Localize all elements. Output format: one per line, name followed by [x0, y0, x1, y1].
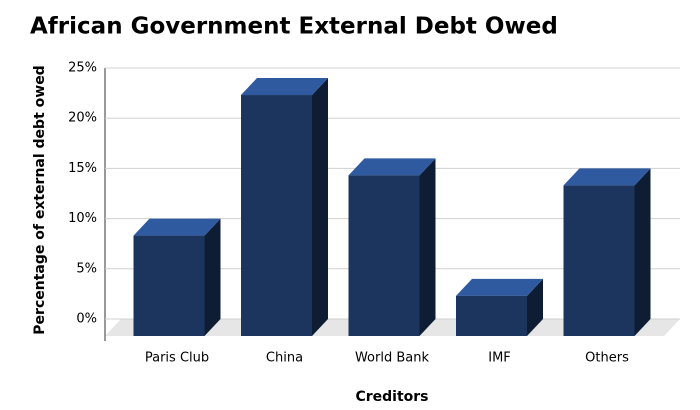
y-tick-label: 5% [76, 261, 97, 276]
x-tick-label: Others [585, 351, 629, 366]
y-tick-label: 0% [76, 312, 97, 327]
bar-top [563, 168, 651, 186]
bar [133, 235, 205, 336]
y-tick-label: 25% [68, 61, 97, 76]
bar [241, 95, 312, 336]
bar-top [133, 218, 221, 236]
bar-side [419, 158, 436, 336]
bar-top [456, 278, 543, 296]
y-tick-label: 20% [68, 111, 97, 126]
bar [563, 185, 635, 336]
bar-side [527, 278, 543, 336]
x-axis-label: Creditors [355, 389, 428, 405]
chart-title: African Government External Debt Owed [30, 14, 558, 40]
y-tick-label: 10% [68, 211, 97, 226]
x-tick-label: Paris Club [145, 351, 209, 366]
y-tick-label: 15% [68, 161, 97, 176]
x-tick-label: IMF [488, 351, 511, 366]
y-axis-label: Percentage of external debt owed [32, 65, 48, 334]
x-tick-label: China [266, 351, 303, 366]
x-tick-label: World Bank [355, 351, 430, 366]
bar-side [634, 168, 651, 336]
bar-side [204, 218, 221, 336]
bar-top [348, 158, 436, 176]
bar [456, 295, 527, 336]
bar-top [241, 78, 328, 96]
bar [348, 175, 420, 336]
bar-side [312, 78, 328, 336]
